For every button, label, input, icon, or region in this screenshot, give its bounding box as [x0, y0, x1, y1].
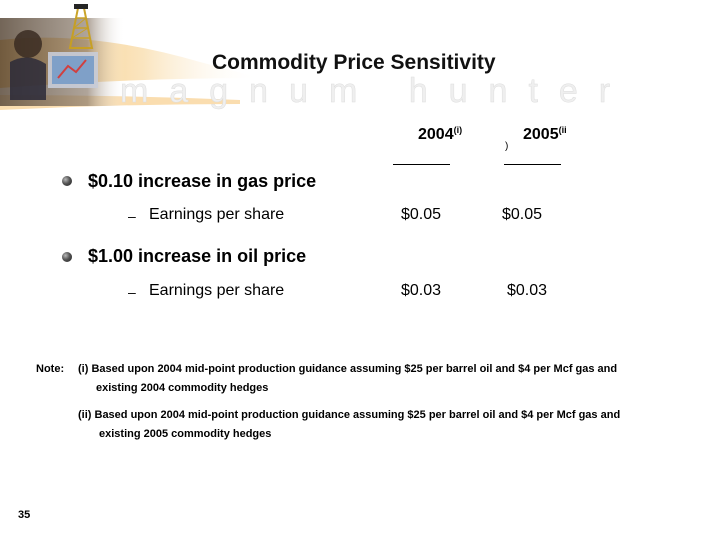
person-at-computer-photo — [0, 18, 125, 106]
column-header-2004: 2004(i) — [418, 125, 463, 143]
dash-marker: – — [128, 208, 136, 224]
footnote-ii: (ii) Based upon 2004 mid-point productio… — [78, 409, 621, 440]
item-heading: $1.00 increase in oil price — [88, 246, 307, 266]
item-heading: $0.10 increase in gas price — [88, 171, 317, 191]
bullet-icon — [62, 176, 72, 186]
footnote-paren: ) — [505, 141, 509, 152]
metric-label: Earnings per share — [149, 206, 285, 223]
value-2005: $0.03 — [507, 282, 548, 299]
oil-derrick-logo — [68, 4, 94, 49]
dash-marker: – — [128, 284, 136, 300]
footnote-i: (i) Based upon 2004 mid-point production… — [78, 363, 618, 394]
value-2004: $0.05 — [401, 206, 442, 223]
slide-title: Commodity Price Sensitivity — [212, 51, 496, 74]
column-underline — [504, 164, 561, 165]
header-banner: magnum hunter — [0, 4, 631, 110]
bullet-icon — [62, 252, 72, 262]
value-2004: $0.03 — [401, 282, 442, 299]
metric-label: Earnings per share — [149, 282, 285, 299]
note-label: Note: — [36, 363, 65, 375]
value-2005: $0.05 — [502, 206, 543, 223]
column-header-2005: 2005(ii — [523, 125, 567, 143]
brand-watermark: magnum hunter — [120, 72, 631, 110]
column-underline — [393, 164, 450, 165]
page-number: 35 — [18, 509, 31, 521]
